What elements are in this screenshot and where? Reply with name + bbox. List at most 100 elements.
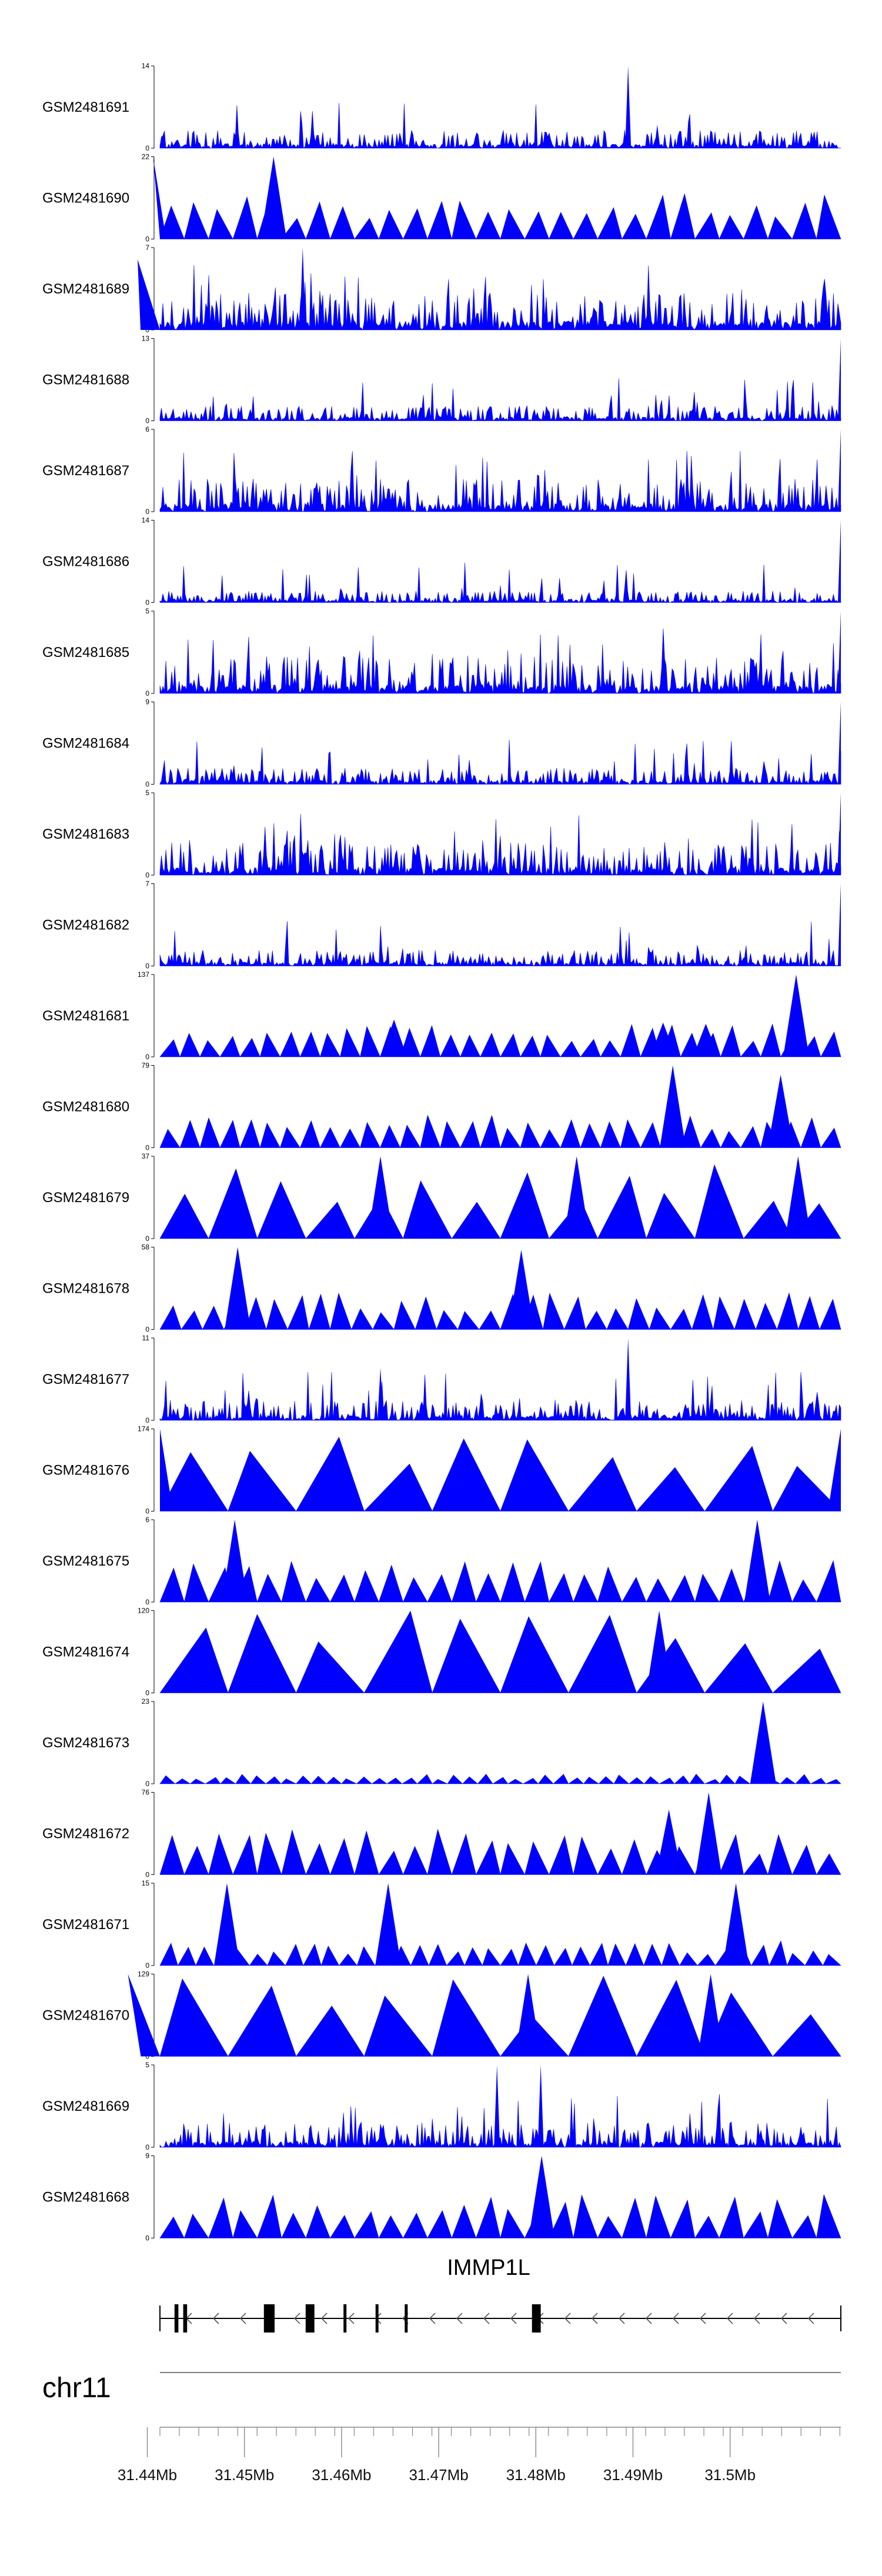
coverage-peak bbox=[828, 1429, 841, 1511]
x-tick-label: 31.49Mb bbox=[603, 2466, 663, 2484]
coverage-peak bbox=[838, 429, 841, 512]
y-tick-label-max: 6 bbox=[145, 425, 149, 433]
coverage-peak bbox=[260, 156, 287, 239]
strand-arrow bbox=[483, 2313, 490, 2324]
gene-name-label: IMMP1L bbox=[447, 2255, 530, 2280]
track-GSM2481691: GSM2481691 14 0 bbox=[42, 62, 841, 152]
track-label: GSM2481670 bbox=[42, 2008, 129, 2024]
strand-arrow bbox=[780, 2313, 787, 2324]
coverage-peak bbox=[515, 1974, 542, 2057]
coverage-peak bbox=[508, 1250, 534, 1330]
y-tick-label-max: 174 bbox=[138, 1425, 149, 1433]
coverage-area bbox=[159, 1560, 841, 1603]
coverage-peak bbox=[368, 1156, 393, 1239]
coverage-peak bbox=[160, 1429, 173, 1511]
coverage-peak bbox=[783, 975, 809, 1057]
strand-arrow bbox=[510, 2313, 517, 2324]
exon-block bbox=[532, 2304, 541, 2333]
y-tick-label-max: 129 bbox=[138, 1970, 149, 1978]
coverage-peak bbox=[660, 1065, 686, 1148]
coverage-peak bbox=[656, 1810, 682, 1875]
y-tick-label-max: 11 bbox=[142, 1334, 150, 1342]
y-tick-label-min: 0 bbox=[145, 1871, 149, 1879]
strand-arrow bbox=[456, 2313, 463, 2324]
coverage-peak bbox=[529, 2155, 555, 2238]
strand-arrow bbox=[753, 2313, 760, 2324]
track-GSM2481676: GSM2481676 174 0 bbox=[42, 1425, 841, 1516]
coverage-peak bbox=[214, 1883, 240, 1966]
coverage-area bbox=[159, 2094, 841, 2148]
track-label: GSM2481686 bbox=[42, 554, 129, 570]
coverage-peak bbox=[128, 1974, 160, 2057]
track-GSM2481685: GSM2481685 5 0 bbox=[42, 607, 841, 698]
y-tick-label-max: 9 bbox=[145, 2152, 149, 2160]
y-tick-label-max: 76 bbox=[142, 1788, 150, 1797]
exon-block bbox=[183, 2304, 188, 2333]
y-tick-label-min: 0 bbox=[145, 599, 149, 607]
coverage-area bbox=[159, 265, 841, 331]
coverage-peak bbox=[494, 2065, 500, 2147]
track-GSM2481678: GSM2481678 58 0 bbox=[42, 1243, 841, 1334]
coverage-area bbox=[159, 1436, 841, 1512]
y-tick-label-min: 0 bbox=[145, 1689, 149, 1697]
track-GSM2481670: GSM24816701290 bbox=[42, 1970, 841, 2061]
strand-arrow bbox=[320, 2313, 328, 2324]
track-label: GSM2481688 bbox=[42, 372, 129, 388]
coverage-peak bbox=[838, 702, 841, 785]
track-GSM2481689: GSM248168970 bbox=[42, 243, 841, 334]
coverage-area bbox=[159, 739, 841, 785]
y-tick-label-min: 0 bbox=[145, 1326, 149, 1334]
coverage-peak bbox=[375, 1883, 402, 1966]
coverage-peak bbox=[563, 1156, 590, 1239]
y-tick-label-min: 0 bbox=[145, 1961, 149, 1970]
coverage-area bbox=[159, 103, 841, 149]
coverage-peak bbox=[646, 1610, 673, 1693]
coverage-area bbox=[159, 1610, 841, 1694]
y-tick-label-min: 0 bbox=[145, 144, 149, 152]
track-label: GSM2481677 bbox=[42, 1372, 129, 1387]
track-GSM2481672: GSM2481672 76 0 bbox=[42, 1788, 841, 1879]
y-tick-label-max: 7 bbox=[145, 243, 149, 252]
track-GSM2481671: GSM2481671 15 0 bbox=[42, 1879, 841, 1970]
track-GSM2481680: GSM2481680 79 0 bbox=[42, 1062, 841, 1152]
x-tick-label: 31.45Mb bbox=[215, 2466, 274, 2484]
coverage-peak bbox=[750, 1701, 776, 1784]
track-label: GSM2481678 bbox=[42, 1281, 129, 1297]
y-tick-label-max: 14 bbox=[142, 62, 150, 70]
coverage-area bbox=[159, 814, 841, 876]
coverage-peak bbox=[381, 1019, 407, 1057]
track-label: GSM2481691 bbox=[42, 99, 129, 115]
track-label: GSM2481680 bbox=[42, 1099, 129, 1115]
track-label: GSM2481669 bbox=[42, 2098, 129, 2114]
track-GSM2481674: GSM2481674 120 0 bbox=[42, 1607, 841, 1697]
track-label: GSM2481689 bbox=[42, 281, 129, 297]
y-tick-label-max: 58 bbox=[142, 1243, 150, 1252]
track-label: GSM2481676 bbox=[42, 1463, 129, 1479]
track-GSM2481684: GSM2481684 9 0 bbox=[42, 698, 841, 789]
track-GSM2481686: GSM2481686 14 0 bbox=[42, 516, 841, 607]
strand-arrow bbox=[726, 2313, 733, 2324]
coverage-peak bbox=[299, 248, 306, 330]
coverage-area bbox=[159, 2194, 841, 2239]
track-GSM2481687: GSM2481687 6 0 bbox=[42, 425, 841, 516]
exon-block bbox=[343, 2304, 347, 2333]
track-GSM2481682: GSM2481682 7 0 bbox=[42, 880, 841, 970]
coverage-peak bbox=[537, 2065, 544, 2147]
y-tick-label-max: 5 bbox=[145, 607, 149, 615]
coverage-peak bbox=[625, 66, 632, 148]
exon-block bbox=[305, 2304, 315, 2333]
track-label: GSM2481683 bbox=[42, 826, 129, 842]
coverage-peak bbox=[650, 1022, 676, 1057]
coverage-area bbox=[159, 1292, 841, 1330]
track-GSM2481683: GSM2481683 5 0 bbox=[42, 789, 841, 879]
y-tick-label-min: 0 bbox=[145, 508, 149, 516]
strand-arrow bbox=[348, 2313, 355, 2324]
coverage-peak bbox=[767, 1075, 794, 1148]
track-GSM2481681: GSM2481681 137 0 bbox=[42, 970, 841, 1061]
y-tick-label-max: 13 bbox=[142, 335, 150, 343]
track-GSM2481679: GSM2481679 37 0 bbox=[42, 1152, 841, 1243]
strand-arrow bbox=[618, 2313, 625, 2324]
coverage-peak bbox=[785, 1156, 811, 1239]
y-tick-label-min: 0 bbox=[145, 2234, 149, 2243]
